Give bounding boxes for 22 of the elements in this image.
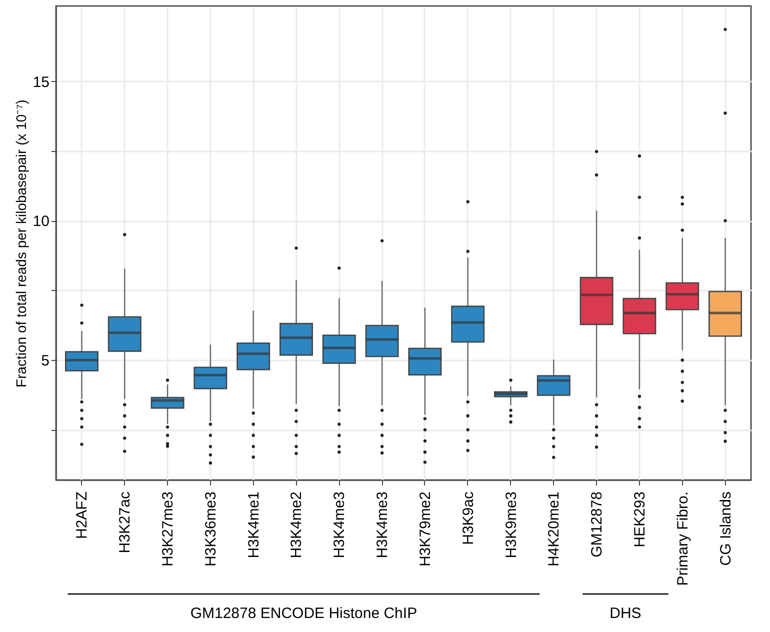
y-tick-label: 5 (41, 352, 50, 370)
x-tick-label: GM12878 (588, 492, 606, 558)
x-tick-label: H3K27ac (116, 491, 134, 554)
x-tick-label: H4K20me1 (546, 492, 563, 567)
x-tick-label: H3K27me3 (160, 492, 177, 567)
x-tick-label: H3K4me3 (331, 492, 348, 558)
y-axis-title: Fraction of total reads per kilobasepair (x 10⁻⁷) (12, 100, 29, 388)
text: DHS (610, 605, 642, 622)
x-tick-label: H3K79me2 (416, 492, 434, 567)
x-tick-label: CG Islands (717, 492, 734, 566)
x-tick-label: HEK293 (631, 492, 648, 548)
x-tick-label: H3K4me3 (374, 492, 392, 558)
x-tick-label: H2AFZ (74, 492, 91, 540)
y-tick-label: 10 (32, 213, 50, 230)
x-tick-label: H3K9me3 (502, 492, 520, 558)
y-tick-label: 15 (32, 74, 50, 91)
text: GM12878 ENCODE Histone ChIP (190, 605, 418, 622)
x-tick-label: H3K9ac (460, 491, 477, 545)
x-tick-label: Primary Fibro. (674, 492, 692, 586)
x-tick-label: H3K36me3 (202, 492, 220, 567)
x-tick-label: H3K4me2 (288, 492, 306, 558)
x-tick-label: H3K4me1 (245, 492, 262, 558)
